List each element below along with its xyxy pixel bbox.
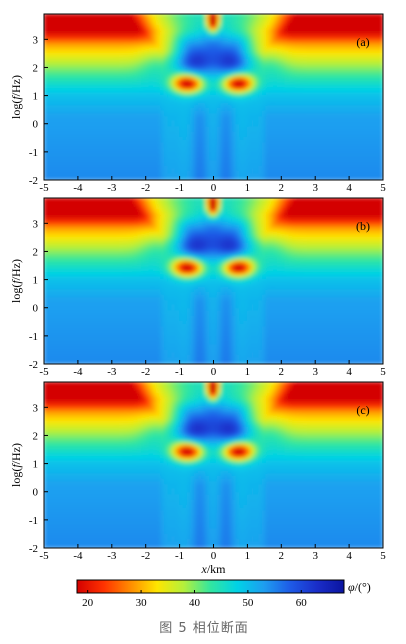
x-axis-label: x/km	[201, 562, 227, 576]
x-tick-label: 5	[380, 550, 386, 562]
x-tick-label: 1	[245, 366, 251, 378]
x-tick-label: -3	[107, 550, 117, 562]
x-tick-label: -5	[39, 182, 49, 194]
y-tick-label: 1	[33, 275, 39, 287]
y-tick-label: 0	[33, 119, 39, 131]
panel-label: (c)	[356, 403, 369, 417]
y-axis-label: log(f/Hz)	[9, 75, 23, 119]
panel-label: (a)	[356, 35, 369, 49]
x-tick-label: 3	[312, 366, 318, 378]
x-tick-label: 1	[245, 550, 251, 562]
y-tick-label: -2	[29, 175, 38, 187]
x-tick-label: 0	[211, 366, 217, 378]
colorbar-label: φ/(°)	[348, 580, 371, 594]
x-tick-label: -2	[141, 182, 150, 194]
x-tick-label: -4	[73, 550, 83, 562]
y-tick-label: 1	[33, 459, 39, 471]
colorbar-tick-label: 60	[296, 597, 308, 609]
x-tick-label: -4	[73, 182, 83, 194]
colorbar-tick-label: 40	[189, 597, 201, 609]
x-tick-label: -2	[141, 366, 150, 378]
x-tick-label: -4	[73, 366, 83, 378]
y-tick-label: 3	[33, 402, 39, 414]
panel-a: -5 -4 -3 -2 -1 0 1 2 3 4 5 -2 -1 0 1 2 3 (a) log(f/Hz)	[9, 13, 386, 194]
x-tick-label: -1	[175, 550, 184, 562]
y-tick-label: 3	[33, 34, 39, 46]
x-tick-label: 3	[312, 550, 318, 562]
x-tick-label: -5	[39, 550, 49, 562]
x-tick-label: 2	[279, 550, 285, 562]
y-tick-label: 0	[33, 303, 39, 315]
x-tick-label: 5	[380, 366, 386, 378]
x-tick-label: 0	[211, 182, 217, 194]
x-tick-label: -2	[141, 550, 150, 562]
colorbar-tick-label: 50	[242, 597, 254, 609]
panel-label: (b)	[356, 219, 370, 233]
y-tick-label: -1	[29, 515, 38, 527]
x-tick-label: 0	[211, 550, 217, 562]
panel-b: -5 -4 -3 -2 -1 0 1 2 3 4 5 -2 -1 0 1 2 3 (b) log(f/Hz)	[9, 197, 386, 378]
panel-c: -5 -4 -3 -2 -1 0 1 2 3 4 5 -2 -1 0 1 2 3 (c) log(f/Hz)	[9, 381, 386, 562]
colorbar: 20 30 40 50 60 φ/(°)	[76, 579, 371, 609]
x-tick-label: -1	[175, 182, 184, 194]
phase-heatmap	[44, 382, 383, 548]
x-tick-label: -1	[175, 366, 184, 378]
y-tick-label: 2	[33, 430, 39, 442]
x-tick-label: 4	[346, 550, 352, 562]
y-tick-label: 3	[33, 218, 39, 230]
y-tick-label: -2	[29, 359, 38, 371]
y-tick-label: 0	[33, 487, 39, 499]
y-tick-label: -1	[29, 331, 38, 343]
x-tick-label: 2	[279, 366, 285, 378]
x-tick-label: -5	[39, 366, 49, 378]
colorbar-tick-label: 20	[82, 597, 94, 609]
y-tick-label: 1	[33, 91, 39, 103]
x-tick-label: 5	[380, 182, 386, 194]
x-tick-label: -3	[107, 182, 117, 194]
figure-caption: 图 5 相位断面	[159, 621, 249, 636]
x-tick-label: 4	[346, 182, 352, 194]
y-tick-label: 2	[33, 62, 39, 74]
y-tick-label: -2	[29, 543, 38, 555]
y-tick-label: -1	[29, 147, 38, 159]
x-tick-label: 3	[312, 182, 318, 194]
phase-heatmap	[44, 198, 383, 364]
y-tick-label: 2	[33, 246, 39, 258]
y-axis-label: log(f/Hz)	[9, 443, 23, 487]
x-tick-label: -3	[107, 366, 117, 378]
phase-heatmap	[44, 14, 383, 180]
colorbar-tick-label: 30	[136, 597, 148, 609]
colorbar-gradient	[76, 579, 345, 594]
x-tick-label: 2	[279, 182, 285, 194]
x-tick-label: 4	[346, 366, 352, 378]
x-tick-label: 1	[245, 182, 251, 194]
y-axis-label: log(f/Hz)	[9, 259, 23, 303]
